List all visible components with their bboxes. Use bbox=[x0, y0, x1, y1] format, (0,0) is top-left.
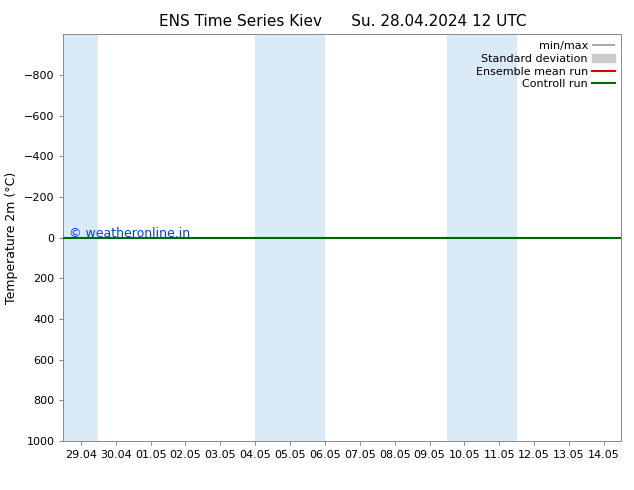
Title: ENS Time Series Kiev      Su. 28.04.2024 12 UTC: ENS Time Series Kiev Su. 28.04.2024 12 U… bbox=[158, 14, 526, 29]
Y-axis label: Temperature 2m (°C): Temperature 2m (°C) bbox=[5, 172, 18, 304]
Text: © weatheronline.in: © weatheronline.in bbox=[69, 227, 190, 240]
Legend: min/max, Standard deviation, Ensemble mean run, Controll run: min/max, Standard deviation, Ensemble me… bbox=[471, 37, 619, 94]
Bar bbox=[63, 34, 98, 441]
Bar bbox=[255, 34, 325, 441]
Bar bbox=[447, 34, 517, 441]
